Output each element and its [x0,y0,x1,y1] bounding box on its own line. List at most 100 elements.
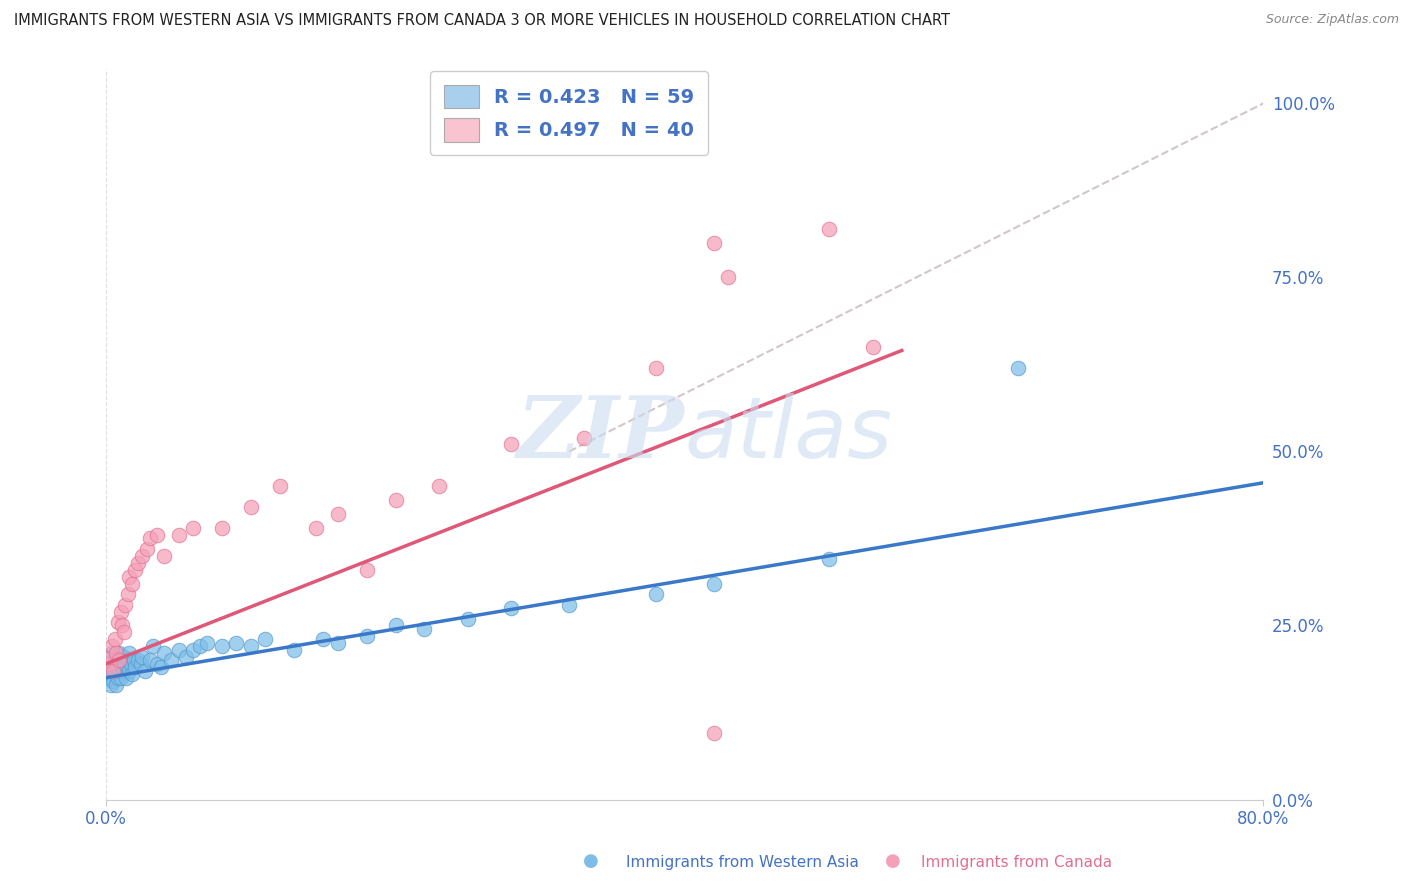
Point [115,671,138,685]
Point [239,500,262,515]
Point [101,646,124,660]
Point [572,430,595,444]
Text: Immigrants from Western Asia: Immigrants from Western Asia [626,855,859,870]
Point [457,611,479,625]
Point [146,528,169,542]
Point [269,479,291,493]
Point [138,532,160,546]
Point [1007,360,1029,375]
Point [558,598,581,612]
Point [717,270,740,285]
Point [181,521,204,535]
Point [118,664,141,678]
Point [124,563,146,577]
Text: ●: ● [582,852,599,870]
Point [703,576,725,591]
Point [103,674,125,689]
Point [98,671,121,685]
Point [131,649,153,664]
Point [112,664,135,678]
Point [384,493,406,508]
Point [104,632,127,647]
Point [107,615,129,629]
Point [120,657,142,671]
Point [703,235,725,250]
Point [225,636,247,650]
Text: IMMIGRANTS FROM WESTERN ASIA VS IMMIGRANTS FROM CANADA 3 OR MORE VEHICLES IN HOU: IMMIGRANTS FROM WESTERN ASIA VS IMMIGRAN… [14,13,950,29]
Point [384,618,406,632]
Point [111,618,134,632]
Point [121,576,143,591]
Text: atlas: atlas [685,392,893,475]
Point [104,653,127,667]
Point [305,521,328,535]
Point [110,605,132,619]
Point [174,649,197,664]
Point [101,640,124,654]
Point [122,653,145,667]
Point [129,657,152,671]
Point [645,587,668,601]
Point [211,640,233,654]
Point [107,671,129,685]
Point [146,657,169,671]
Point [124,660,146,674]
Point [153,646,176,660]
Point [112,649,135,664]
Point [254,632,277,647]
Point [167,643,190,657]
Point [703,726,725,740]
Point [111,660,134,674]
Point [141,640,163,654]
Point [134,664,156,678]
Point [100,649,122,664]
Point [103,664,125,678]
Point [118,570,141,584]
Point [326,636,349,650]
Point [107,657,129,671]
Point [160,653,183,667]
Point [108,646,131,660]
Point [112,625,135,640]
Legend: R = 0.423   N = 59, R = 0.497   N = 40: R = 0.423 N = 59, R = 0.497 N = 40 [430,71,709,155]
Text: ●: ● [884,852,901,870]
Point [153,549,176,563]
Text: Source: ZipAtlas.com: Source: ZipAtlas.com [1265,13,1399,27]
Point [117,587,139,601]
Point [118,646,141,660]
Point [138,653,160,667]
Point [167,528,190,542]
Point [108,664,131,678]
Point [501,601,523,615]
Point [645,360,668,375]
Point [150,660,173,674]
Point [356,629,378,643]
Point [356,563,378,577]
Point [188,640,211,654]
Point [98,657,121,671]
Point [127,556,149,570]
Point [127,653,149,667]
Point [239,640,262,654]
Point [862,340,884,354]
Point [326,507,349,521]
Point [131,549,153,563]
Point [181,643,204,657]
Point [121,667,143,681]
Text: ZIP: ZIP [517,392,685,475]
Point [818,552,841,566]
Point [197,636,219,650]
Point [101,667,124,681]
Point [312,632,335,647]
Point [135,541,157,556]
Point [114,598,136,612]
Point [103,657,125,671]
Point [105,646,128,660]
Point [283,643,305,657]
Point [105,678,128,692]
Point [114,657,136,671]
Point [100,678,122,692]
Point [108,653,131,667]
Point [110,653,132,667]
Point [413,622,436,636]
